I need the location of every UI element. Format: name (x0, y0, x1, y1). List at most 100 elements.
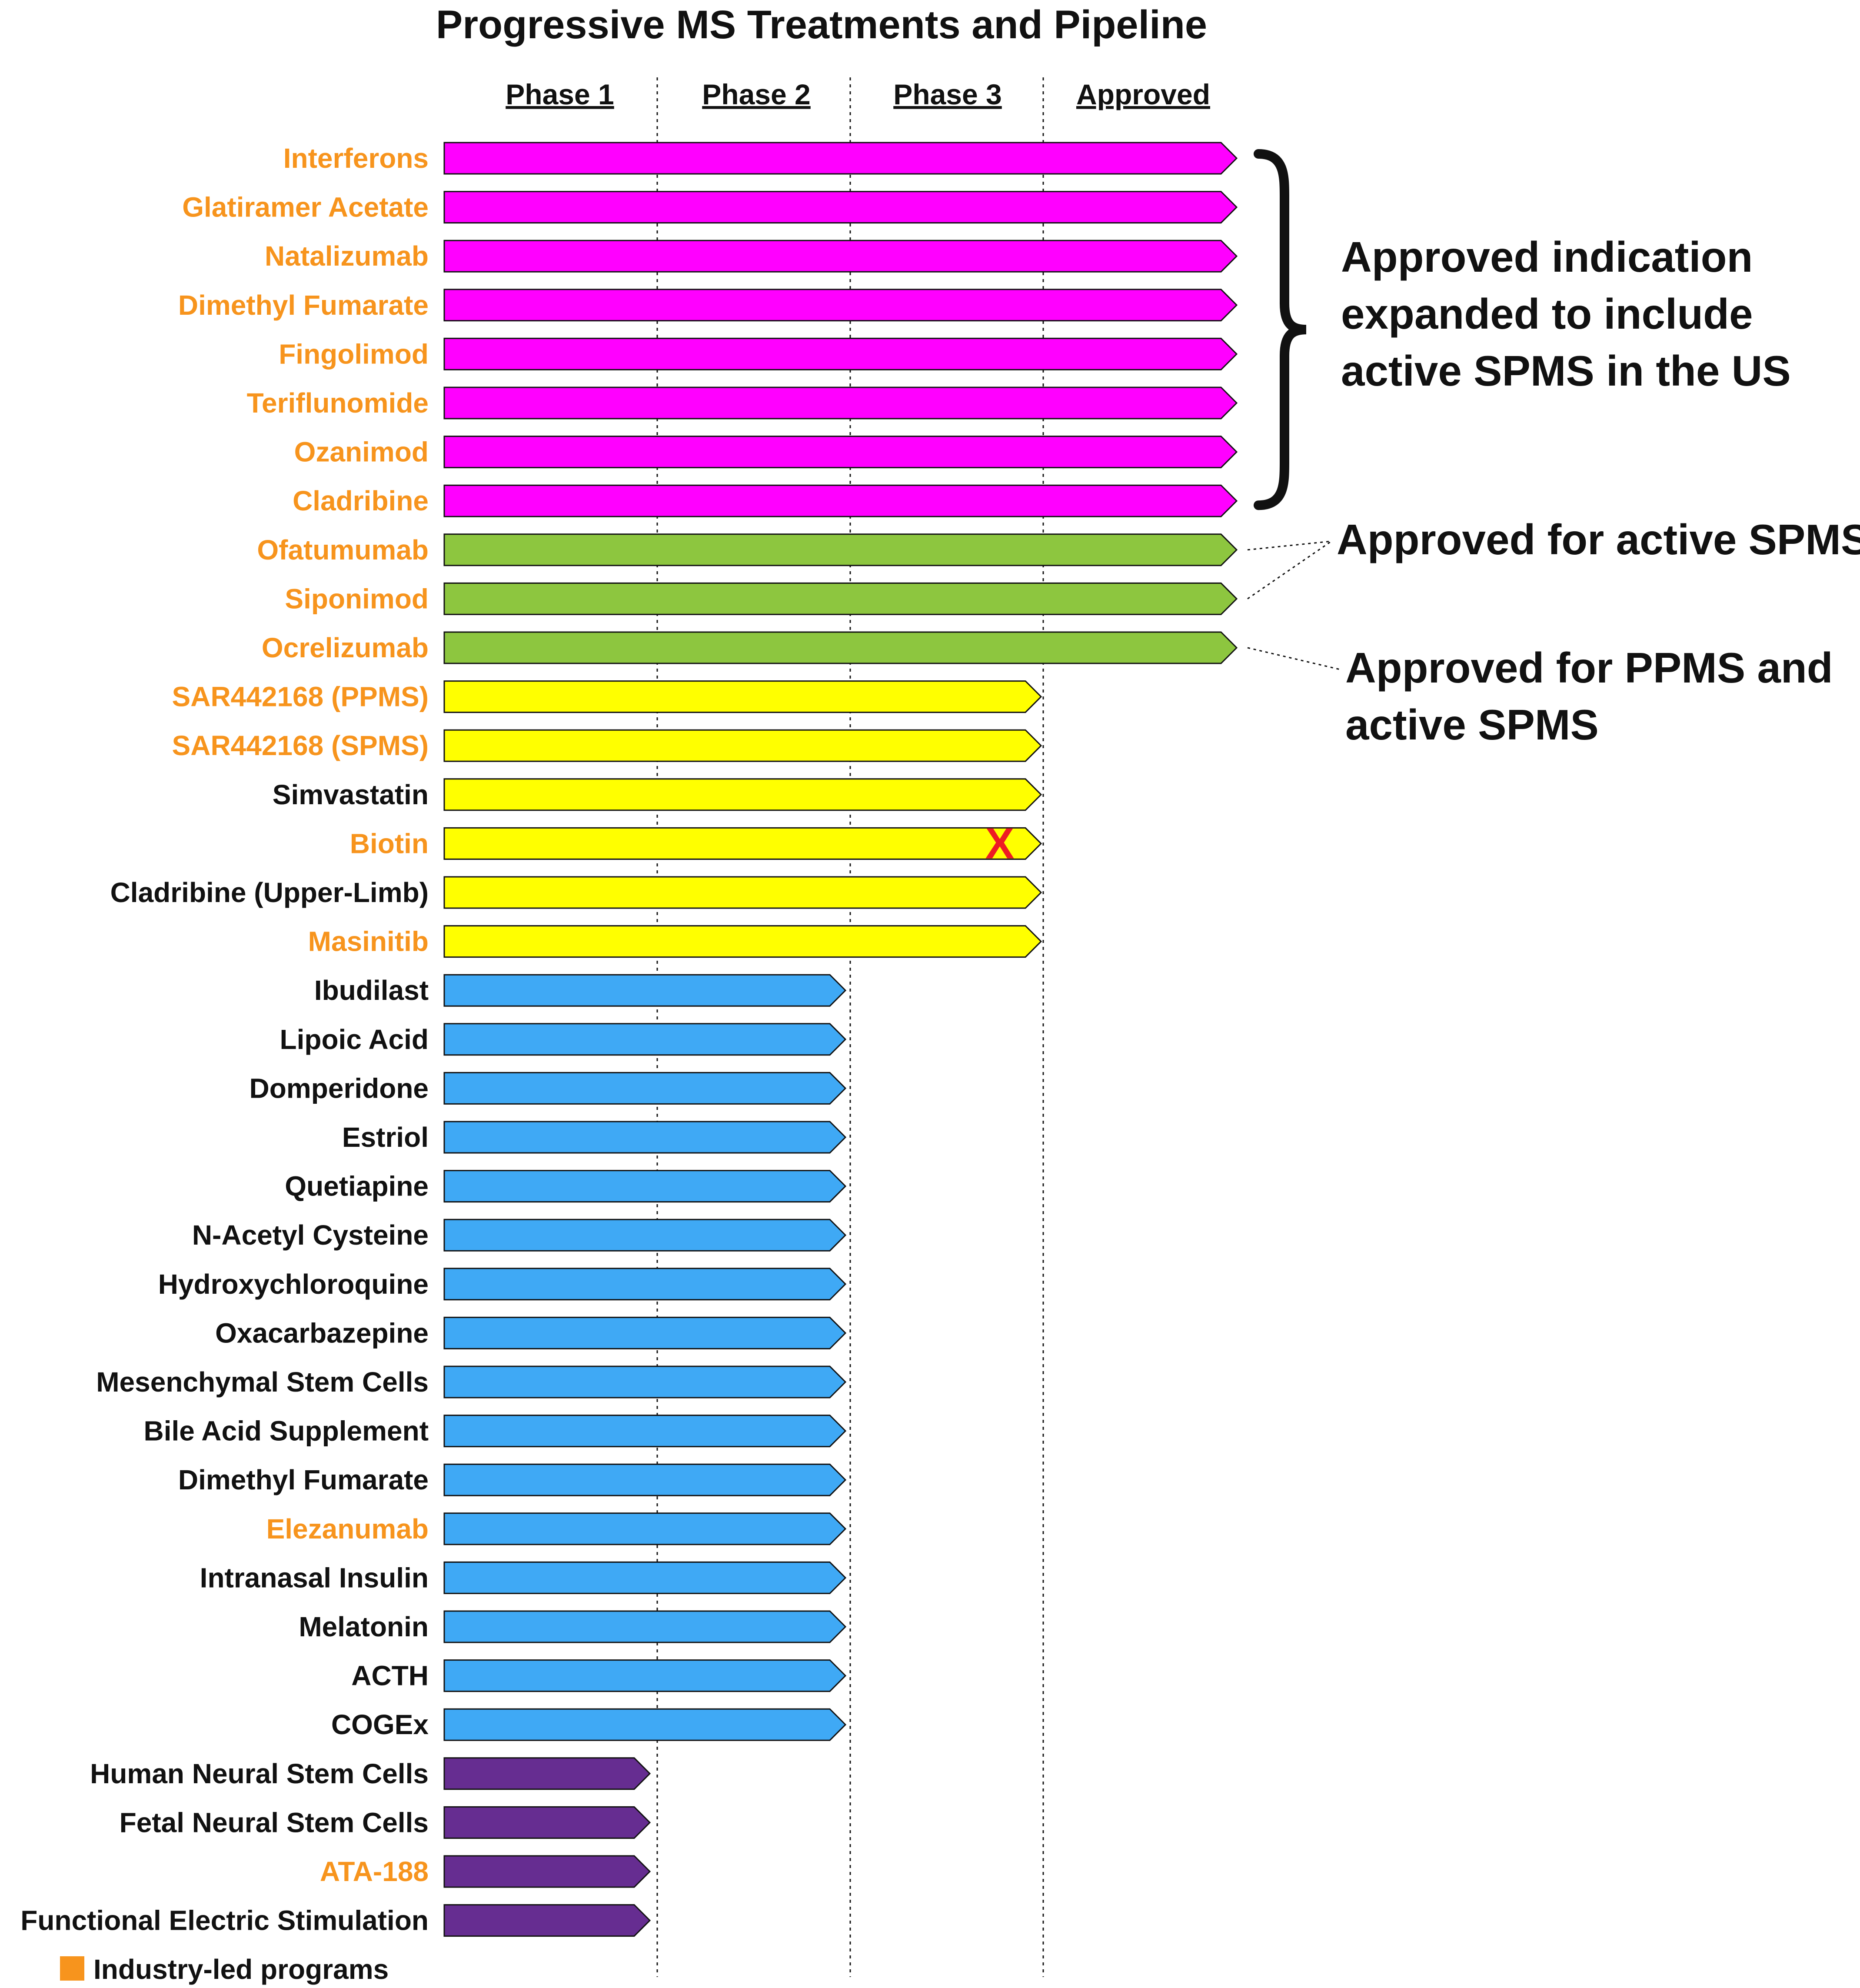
drug-label-fingolimod: Fingolimod (279, 338, 429, 370)
drug-label-natalizumab: Natalizumab (265, 240, 429, 272)
drug-label-hydroxychloroquine: Hydroxychloroquine (158, 1269, 429, 1300)
bar-melatonin (443, 1610, 847, 1643)
bar-functional-electric-stimulation (443, 1904, 651, 1937)
drug-label-masinitib: Masinitib (308, 926, 429, 957)
drug-label-simvastatin: Simvastatin (273, 779, 429, 810)
legend: Industry-led programs (60, 1954, 389, 1985)
phase-headers: Phase 1 Phase 2 Phase 3 Approved (506, 78, 1210, 110)
drug-label-cladribine: Cladribine (293, 485, 429, 516)
phase-header-phase-3: Phase 3 (893, 78, 1002, 110)
drug-label-cladribine-upper-limb: Cladribine (Upper-Limb) (110, 877, 429, 908)
annotation-text: Approved for active SPMS (1337, 516, 1860, 563)
annotation-text: Approved indication (1341, 233, 1753, 281)
drug-label-sar442168-ppms: SAR442168 (PPMS) (172, 681, 429, 713)
bar-ata-188 (443, 1855, 651, 1888)
bar-natalizumab (443, 240, 1238, 273)
drug-label-estriol: Estriol (342, 1122, 429, 1153)
bar-ofatumumab (443, 533, 1238, 566)
drug-label-dimethyl-fumarate: Dimethyl Fumarate (178, 1464, 429, 1495)
bar-bile-acid-supplement (443, 1415, 847, 1448)
drug-label-siponimod: Siponimod (285, 583, 429, 614)
drug-label-ocrelizumab: Ocrelizumab (262, 632, 429, 663)
discontinued-mark: X (985, 819, 1015, 868)
bar-estriol (443, 1121, 847, 1154)
drug-label-ozanimod: Ozanimod (294, 436, 429, 468)
bar-ibudilast (443, 974, 847, 1007)
drug-label-n-acetyl-cysteine: N-Acetyl Cysteine (192, 1219, 429, 1251)
drug-label-teriflunomide: Teriflunomide (247, 387, 429, 419)
bar-cogex (443, 1708, 847, 1741)
bar-dimethyl-fumarate (443, 1463, 847, 1496)
drug-label-glatiramer-acetate: Glatiramer Acetate (182, 192, 429, 223)
bar-sar442168-ppms (443, 680, 1042, 713)
drug-label-functional-electric-stimulation: Functional Electric Stimulation (20, 1905, 429, 1936)
bar-masinitib (443, 925, 1042, 958)
bar-glatiramer-acetate (443, 191, 1238, 224)
drug-label-elezanumab: Elezanumab (266, 1513, 429, 1545)
phase-header-approved: Approved (1076, 78, 1210, 110)
legend-swatch (60, 1956, 84, 1981)
bar-mesenchymal-stem-cells (443, 1365, 847, 1399)
annotation-text: expanded to include (1341, 290, 1753, 338)
chart-title: Progressive MS Treatments and Pipeline (436, 3, 1207, 47)
bar-n-acetyl-cysteine (443, 1219, 847, 1252)
drug-label-cogex: COGEx (331, 1709, 429, 1740)
drug-label-lipoic-acid: Lipoic Acid (279, 1024, 429, 1055)
drug-label-sar442168-spms: SAR442168 (SPMS) (172, 730, 429, 761)
bar-cladribine-upper-limb (443, 876, 1042, 909)
bar-hydroxychloroquine (443, 1268, 847, 1301)
drug-label-ata-188: ATA-188 (320, 1856, 429, 1887)
drug-label-fetal-neural-stem-cells: Fetal Neural Stem Cells (120, 1807, 429, 1838)
drug-label-domperidone: Domperidone (250, 1072, 429, 1104)
bar-fetal-neural-stem-cells (443, 1806, 651, 1839)
curly-brace (1254, 149, 1307, 510)
annotation-text: Approved for PPMS and (1345, 644, 1833, 692)
bar-siponimod (443, 582, 1238, 615)
drug-label-ibudilast: Ibudilast (314, 975, 429, 1006)
annotation-text: active SPMS (1345, 701, 1599, 749)
drug-label-bile-acid-supplement: Bile Acid Supplement (144, 1415, 429, 1447)
bar-simvastatin (443, 778, 1042, 811)
annotation-connector (1247, 540, 1332, 551)
bar-fingolimod (443, 337, 1238, 370)
annotation-text: active SPMS in the US (1341, 347, 1791, 395)
drug-label-oxacarbazepine: Oxacarbazepine (215, 1317, 429, 1349)
bar-intranasal-insulin (443, 1561, 847, 1594)
drug-label-acth: ACTH (351, 1660, 429, 1692)
drug-label-intranasal-insulin: Intranasal Insulin (200, 1562, 429, 1593)
bar-sar442168-spms (443, 729, 1042, 762)
bar-quetiapine (443, 1170, 847, 1203)
drug-label-quetiapine: Quetiapine (285, 1171, 429, 1202)
drug-label-biotin: Biotin (350, 828, 429, 859)
annotation-2: Approved for active SPMS (1247, 516, 1860, 599)
bar-domperidone (443, 1072, 847, 1105)
bar-lipoic-acid (443, 1023, 847, 1056)
pipeline-bars: X (443, 142, 1238, 1937)
annotation-1: Approved indication expanded to include ac… (1254, 149, 1791, 510)
drug-label-dimethyl-fumarate: Dimethyl Fumarate (178, 290, 429, 321)
drug-label-mesenchymal-stem-cells: Mesenchymal Stem Cells (96, 1366, 429, 1398)
bar-ocrelizumab (443, 631, 1238, 664)
bar-interferons (443, 142, 1238, 175)
bar-ozanimod (443, 436, 1238, 469)
bar-acth (443, 1659, 847, 1692)
drug-label-interferons: Interferons (283, 143, 429, 174)
drug-label-ofatumumab: Ofatumumab (257, 534, 429, 566)
bar-dimethyl-fumarate (443, 289, 1238, 322)
annotation-connector (1247, 647, 1341, 670)
annotation-3: Approved for PPMS and active SPMS (1247, 644, 1833, 749)
bar-biotin (443, 827, 1042, 860)
legend-label: Industry-led programs (93, 1954, 389, 1985)
bar-teriflunomide (443, 386, 1238, 420)
phase-header-phase-1: Phase 1 (506, 78, 614, 110)
bar-elezanumab (443, 1512, 847, 1545)
bar-oxacarbazepine (443, 1316, 847, 1349)
drug-label-melatonin: Melatonin (299, 1611, 429, 1642)
annotations: Approved indication expanded to include ac… (1247, 149, 1860, 749)
bar-cladribine (443, 484, 1238, 517)
drug-label-human-neural-stem-cells: Human Neural Stem Cells (90, 1758, 429, 1789)
bar-human-neural-stem-cells (443, 1757, 651, 1790)
phase-header-phase-2: Phase 2 (702, 78, 811, 110)
annotation-connector (1247, 540, 1332, 599)
